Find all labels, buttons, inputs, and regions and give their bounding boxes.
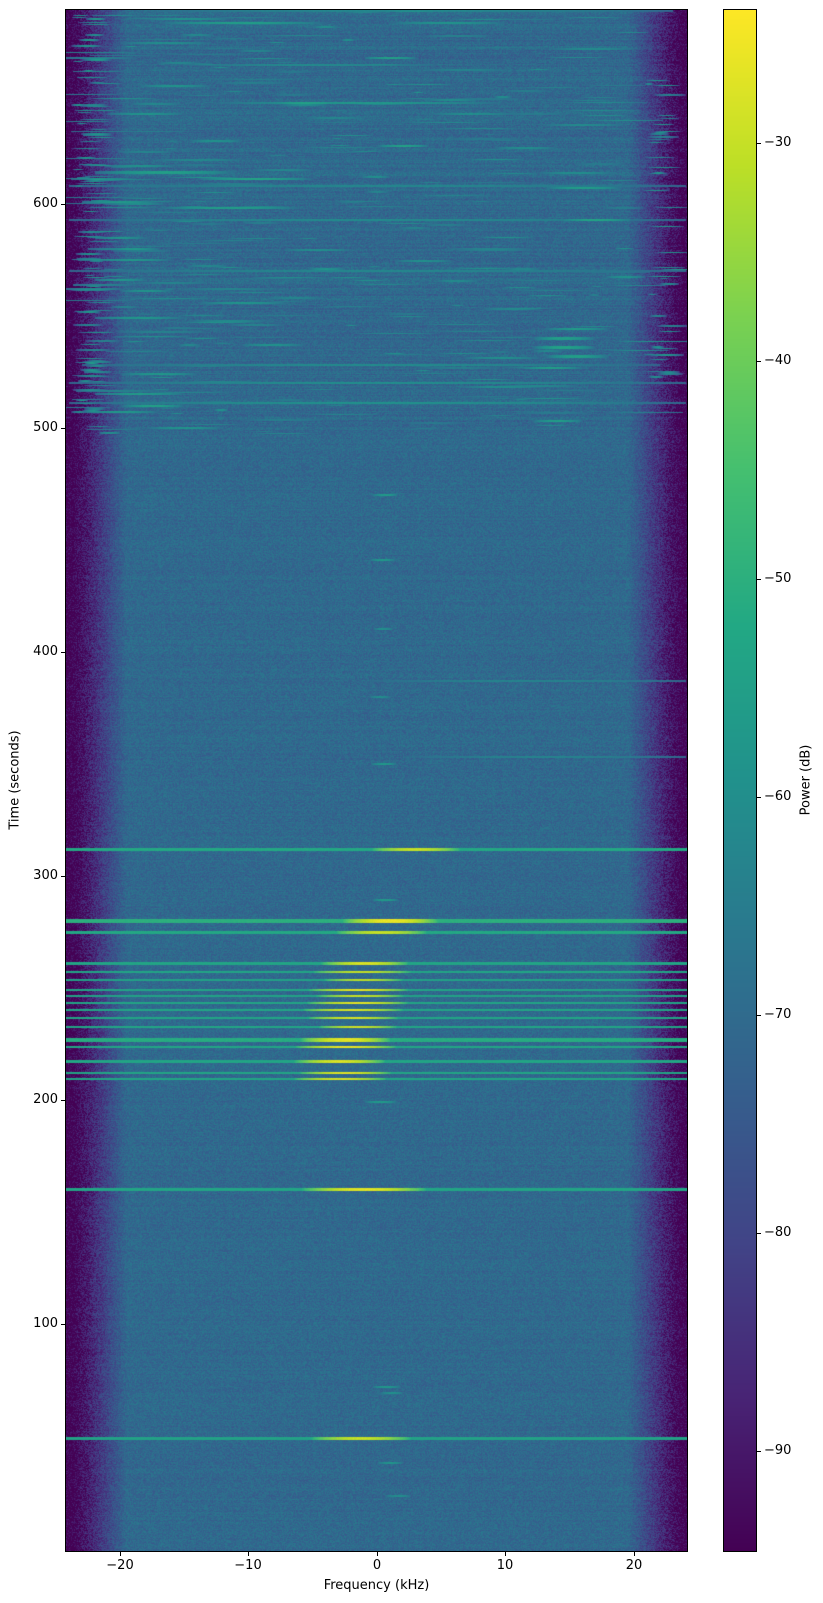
colorbar-tick-mark <box>757 361 761 362</box>
y-tick-mark <box>61 1324 65 1325</box>
colorbar-tick-label: −90 <box>764 1443 792 1458</box>
y-axis-label: Time (seconds) <box>7 730 23 830</box>
y-tick-label: 500 <box>33 420 58 435</box>
colorbar-tick-mark <box>757 579 761 580</box>
x-tick-mark <box>377 1552 378 1556</box>
y-tick-label: 600 <box>33 196 58 211</box>
y-tick-mark <box>61 204 65 205</box>
colorbar-tick-mark <box>757 1451 761 1452</box>
spectrogram-heatmap-canvas <box>66 10 687 1551</box>
y-tick-mark <box>61 1100 65 1101</box>
y-tick-label: 400 <box>33 644 58 659</box>
colorbar-tick-mark <box>757 143 761 144</box>
x-tick-mark <box>505 1552 506 1556</box>
x-tick-label: 10 <box>496 1558 514 1573</box>
y-tick-mark <box>61 428 65 429</box>
x-tick-label: 0 <box>372 1558 382 1573</box>
colorbar-tick-mark <box>757 797 761 798</box>
y-tick-label: 200 <box>33 1092 58 1107</box>
colorbar-label: Power (dB) <box>798 744 814 816</box>
x-tick-label: −10 <box>234 1558 262 1573</box>
plot-area <box>65 9 688 1552</box>
y-tick-mark <box>61 876 65 877</box>
x-tick-mark <box>634 1552 635 1556</box>
x-tick-mark <box>120 1552 121 1556</box>
x-tick-label: −20 <box>106 1558 134 1573</box>
y-tick-label: 300 <box>33 868 58 883</box>
x-axis-label: Frequency (kHz) <box>323 1578 430 1593</box>
colorbar-tick-label: −80 <box>764 1225 792 1240</box>
y-tick-mark <box>61 652 65 653</box>
colorbar-tick-mark <box>757 1015 761 1016</box>
colorbar-tick-label: −60 <box>764 789 792 804</box>
colorbar-tick-label: −30 <box>764 135 792 150</box>
x-tick-mark <box>248 1552 249 1556</box>
colorbar-tick-label: −50 <box>764 571 792 586</box>
colorbar <box>723 9 757 1552</box>
colorbar-gradient-canvas <box>724 10 756 1551</box>
colorbar-tick-label: −40 <box>764 353 792 368</box>
y-tick-label: 100 <box>33 1316 58 1331</box>
colorbar-tick-mark <box>757 1233 761 1234</box>
x-tick-label: 20 <box>625 1558 643 1573</box>
colorbar-tick-label: −70 <box>764 1007 792 1022</box>
